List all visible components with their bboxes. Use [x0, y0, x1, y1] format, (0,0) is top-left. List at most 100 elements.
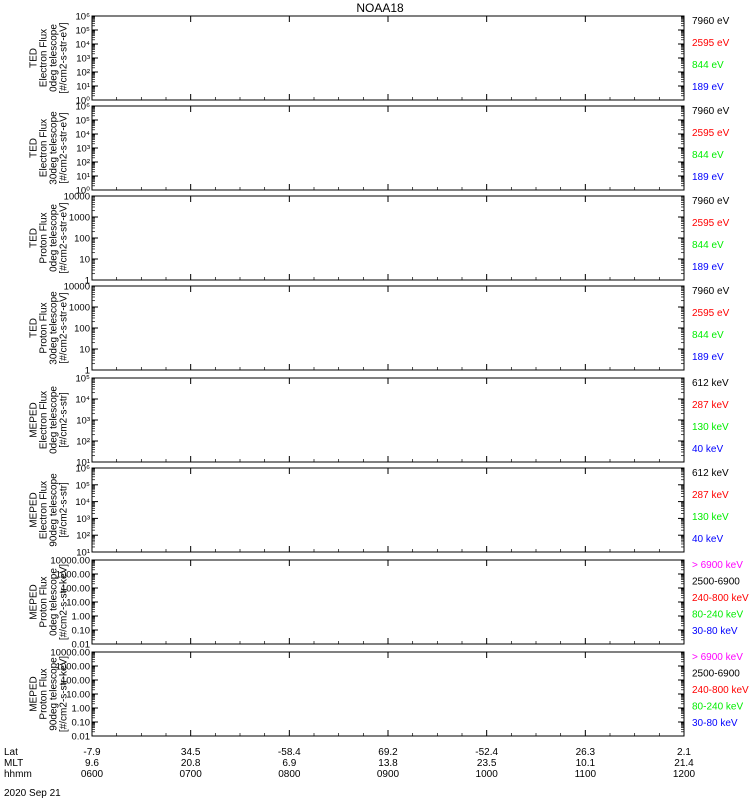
y-axis-label: MEPEDProton Flux0deg telescope[#/cm2-s-s… — [29, 564, 70, 640]
legend-entry: 80-240 keV — [692, 702, 743, 713]
legend-entry: 844 eV — [692, 240, 724, 251]
y-tick-label: 10⁴ — [75, 40, 90, 51]
panel-frame — [91, 467, 685, 553]
y-tick-label: 10³ — [76, 144, 90, 155]
legend-entry: 287 keV — [692, 490, 729, 501]
y-tick-label: 0.10 — [72, 718, 91, 729]
footer-value: 69.2 — [378, 747, 398, 758]
footer-value: -58.4 — [278, 747, 301, 758]
legend-entry: 7960 eV — [692, 286, 730, 297]
y-tick-label: 10000.00 — [50, 648, 90, 659]
y-tick-label: 0.10 — [72, 626, 91, 637]
legend-entry: 40 keV — [692, 534, 723, 545]
footer-value: 9.6 — [85, 758, 99, 769]
footer-value: 23.5 — [477, 758, 497, 769]
y-tick-label: 10¹ — [76, 548, 90, 559]
legend-entry: 189 eV — [692, 262, 724, 273]
footer-value: 0600 — [81, 769, 104, 780]
panel-5: 10¹ 10² 10³ 10⁴ 10⁵ MEPEDElectron Flux0deg te… — [29, 374, 730, 469]
y-axis-label-line: MEPED — [29, 492, 40, 528]
panel-frame — [91, 285, 685, 371]
footer-row-label: MLT — [4, 758, 23, 769]
y-axis-label: TEDProton Flux0deg telescope[#/cm2-s-str… — [29, 202, 70, 273]
y-axis-label-line: TED — [29, 318, 40, 338]
y-tick-label: 10³ — [76, 514, 90, 525]
y-axis-label: MEPEDElectron Flux90deg telescope[#/cm2-… — [29, 473, 70, 547]
y-axis-label-line: [#/cm2-s-str-eV] — [59, 202, 70, 273]
y-tick-label: 10⁰ — [76, 96, 91, 107]
y-axis-label-line: [#/cm2-s-str-keV] — [59, 656, 70, 732]
footer-value: 1000 — [476, 769, 499, 780]
footer-value: 0700 — [180, 769, 203, 780]
y-tick-label: 10³ — [76, 416, 90, 427]
y-tick-label: 10³ — [76, 54, 90, 65]
legend-entry: 612 keV — [692, 468, 729, 479]
footer-value: 13.8 — [378, 758, 398, 769]
y-tick-label: 10000 — [64, 282, 90, 293]
panel-6: 10¹ 10² 10³ 10⁴ 10⁵ 10⁶ MEPEDElectron Flux90de… — [29, 464, 730, 559]
legend-entry: 80-240 keV — [692, 610, 743, 621]
y-tick-label: 10⁴ — [75, 395, 90, 406]
y-tick-label: 10⁴ — [75, 130, 90, 141]
legend-entry: 30-80 keV — [692, 718, 738, 729]
legend-entry: 7960 eV — [692, 106, 730, 117]
y-axis-label-line: Electron Flux — [39, 481, 50, 539]
y-axis-label: MEPEDElectron Flux0deg telescope[#/cm2-s… — [29, 386, 70, 454]
panel-8: 0.010.101.0010.00100.001000.0010000.00ME… — [29, 648, 750, 743]
y-axis-label-line: 0deg telescope — [49, 24, 60, 92]
y-axis-label: MEPEDProton Flux90deg telescope[#/cm2-s-… — [29, 656, 70, 732]
legend-entry: 2595 eV — [692, 218, 730, 229]
y-tick-label: 10² — [76, 158, 90, 169]
legend-entry: 2595 eV — [692, 38, 730, 49]
y-tick-label: 10 — [79, 255, 90, 266]
y-tick-label: 10⁶ — [76, 12, 91, 23]
y-tick-label: 10⁶ — [76, 102, 91, 113]
footer-value: 2.1 — [677, 747, 691, 758]
footer-value: 10.1 — [576, 758, 596, 769]
y-tick-label: 10000 — [64, 192, 90, 203]
y-axis-label-line: [#/cm2-s-str-eV] — [59, 112, 70, 183]
y-tick-label: 10⁶ — [76, 464, 91, 475]
y-tick-label: 10.00 — [66, 690, 90, 701]
y-axis-label-line: MEPED — [29, 402, 40, 438]
y-tick-label: 100 — [74, 234, 90, 245]
y-tick-label: 10⁵ — [75, 26, 90, 37]
y-tick-label: 1 — [85, 366, 90, 377]
footer-value: 0900 — [377, 769, 400, 780]
y-tick-label: 0.01 — [72, 640, 91, 651]
y-tick-label: 10⁴ — [75, 497, 90, 508]
y-axis-label-line: 0deg telescope — [49, 386, 60, 454]
y-tick-label: 10¹ — [76, 458, 90, 469]
y-axis-label-line: Electron Flux — [39, 119, 50, 177]
y-axis-label-line: Proton Flux — [39, 212, 50, 263]
footer-value: 0800 — [278, 769, 301, 780]
y-axis-label-line: 30deg telescope — [49, 291, 60, 365]
footer-value: 1200 — [673, 769, 696, 780]
y-axis-label: TEDProton Flux30deg telescope[#/cm2-s-st… — [29, 291, 70, 365]
footer-value: 1100 — [575, 769, 597, 780]
y-tick-label: 1 — [85, 276, 90, 287]
y-axis-label-line: Proton Flux — [39, 302, 50, 353]
legend-entry: 240-800 keV — [692, 593, 749, 604]
legend-entry: 189 eV — [692, 82, 724, 93]
y-axis-label-line: TED — [29, 228, 40, 248]
y-axis-label-line: MEPED — [29, 584, 40, 620]
y-axis-label: TEDElectron Flux0deg telescope[#/cm2-s-s… — [29, 22, 70, 93]
legend-entry: 2500-6900 — [692, 577, 740, 588]
y-axis-label-line: 90deg telescope — [49, 657, 60, 731]
y-tick-label: 10⁵ — [75, 116, 90, 127]
y-axis-label-line: Electron Flux — [39, 29, 50, 87]
legend-entry: > 6900 keV — [692, 652, 743, 663]
footer-row-label: hhmm — [4, 769, 32, 780]
footer-value: 21.4 — [674, 758, 694, 769]
y-axis-label-line: 0deg telescope — [49, 568, 60, 636]
y-axis-label-line: TED — [29, 138, 40, 158]
legend-entry: 189 eV — [692, 352, 724, 363]
y-axis-label-line: Electron Flux — [39, 391, 50, 449]
y-axis-label-line: 90deg telescope — [49, 473, 60, 547]
footer-value: 34.5 — [181, 747, 201, 758]
y-axis-label-line: TED — [29, 48, 40, 68]
panel-frame — [91, 559, 685, 645]
